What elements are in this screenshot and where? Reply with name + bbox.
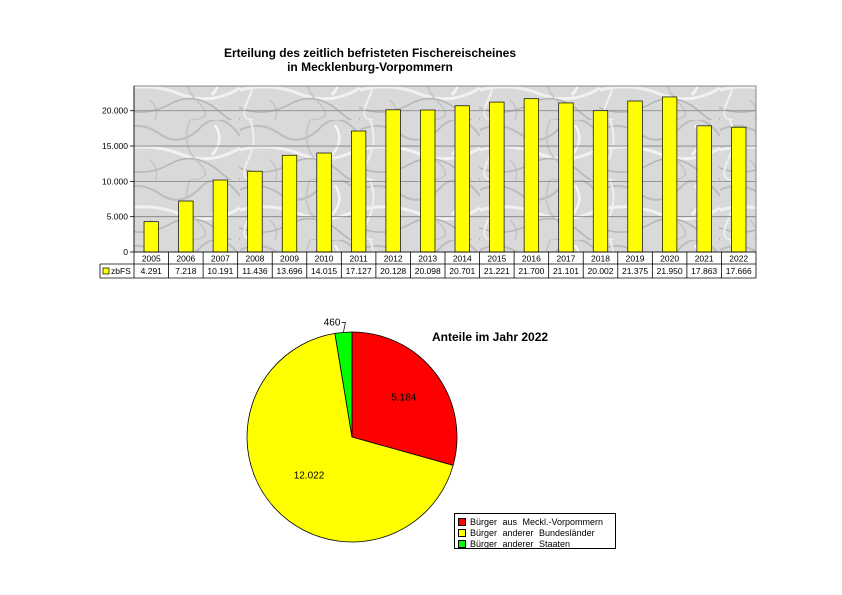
bar bbox=[212, 179, 228, 253]
data-label: 11.436 bbox=[242, 266, 268, 276]
x-tick-label: 2017 bbox=[556, 254, 575, 264]
data-label: 10.191 bbox=[207, 266, 233, 276]
series-name: zbFS bbox=[111, 266, 131, 276]
pie-chart-title: Anteile im Jahr 2022 bbox=[432, 330, 549, 344]
data-label: 21.221 bbox=[484, 266, 510, 276]
bar bbox=[731, 126, 747, 253]
legend-swatch bbox=[458, 517, 466, 526]
legend-label: Bürger anderer Staaten bbox=[470, 538, 571, 549]
data-label: 4.291 bbox=[141, 266, 163, 276]
bar-chart-title-line2: in Mecklenburg-Vorpommern bbox=[287, 60, 453, 74]
data-label: 20.002 bbox=[588, 266, 614, 276]
bar bbox=[247, 170, 263, 253]
y-tick-label: 5.000 bbox=[107, 212, 129, 222]
bar bbox=[281, 154, 298, 253]
data-label: 20.701 bbox=[449, 266, 475, 276]
x-tick-label: 2012 bbox=[384, 254, 403, 264]
data-label: 21.700 bbox=[518, 266, 544, 276]
x-tick-label: 2014 bbox=[453, 254, 472, 264]
data-label: 13.696 bbox=[277, 266, 303, 276]
x-tick-label: 2009 bbox=[280, 254, 299, 264]
x-tick-label: 2016 bbox=[522, 254, 541, 264]
series-legend-key bbox=[102, 267, 110, 275]
pie-value-label: 12.022 bbox=[294, 471, 325, 482]
x-tick-label: 2020 bbox=[660, 254, 679, 264]
data-table: 2005 4.291 2006 7.218 2007 10.191 2008 11.436 20… bbox=[99, 251, 757, 279]
legend-item: Bürger anderer Staaten bbox=[458, 538, 615, 549]
bar bbox=[316, 152, 332, 253]
x-tick-label: 2013 bbox=[418, 254, 437, 264]
bar bbox=[351, 130, 367, 253]
pie-slice bbox=[246, 332, 454, 543]
legend-swatch bbox=[458, 528, 466, 537]
data-label: 20.128 bbox=[380, 266, 406, 276]
bar bbox=[178, 200, 194, 253]
x-tick-label: 2021 bbox=[695, 254, 714, 264]
data-label: 21.950 bbox=[657, 266, 683, 276]
bar bbox=[627, 100, 643, 253]
bar bbox=[385, 109, 401, 253]
pie-value-label: 5.184 bbox=[391, 393, 416, 404]
x-tick-label: 2010 bbox=[315, 254, 334, 264]
pie-slice bbox=[351, 331, 458, 466]
legend-swatch bbox=[458, 539, 466, 548]
data-label: 20.098 bbox=[415, 266, 441, 276]
legend-item: Bürger aus Meckl.-Vorpommern bbox=[458, 516, 615, 527]
legend-item: Bürger anderer Bundesländer bbox=[458, 527, 615, 538]
data-label: 21.375 bbox=[622, 266, 648, 276]
bar-chart: 0 5.000 10.000 15.000 20.000 2005 4.291 2006 7.… bbox=[99, 85, 757, 279]
y-tick-label: 10.000 bbox=[102, 176, 128, 186]
x-tick-label: 2011 bbox=[349, 254, 368, 264]
data-label: 21.101 bbox=[553, 266, 579, 276]
y-tick-label: 15.000 bbox=[102, 141, 128, 151]
bar bbox=[489, 101, 505, 253]
y-tick-label: 0 bbox=[123, 247, 128, 257]
data-label: 14.015 bbox=[311, 266, 337, 276]
legend-label: Bürger aus Meckl.-Vorpommern bbox=[470, 516, 604, 527]
x-tick-label: 2019 bbox=[626, 254, 645, 264]
bar bbox=[558, 102, 574, 253]
data-label: 17.666 bbox=[726, 266, 752, 276]
x-tick-label: 2022 bbox=[729, 254, 748, 264]
bar bbox=[420, 109, 436, 253]
bar bbox=[523, 98, 539, 253]
bar-chart-title-line1: Erteilung des zeitlich befristeten Fisch… bbox=[223, 46, 517, 60]
x-tick-label: 2018 bbox=[591, 254, 610, 264]
data-label: 17.127 bbox=[346, 266, 372, 276]
pie-value-label: 460 bbox=[324, 317, 341, 328]
bar bbox=[592, 110, 609, 253]
y-tick-label: 20.000 bbox=[102, 106, 128, 116]
grid-lines bbox=[134, 110, 756, 218]
y-axis: 0 5.000 10.000 15.000 20.000 bbox=[102, 86, 135, 257]
bar bbox=[696, 125, 712, 253]
x-tick-label: 2008 bbox=[245, 254, 264, 264]
pie-leader-line bbox=[341, 322, 346, 333]
x-tick-label: 2015 bbox=[487, 254, 506, 264]
legend-label: Bürger anderer Bundesländer bbox=[470, 527, 595, 538]
x-tick-label: 2005 bbox=[142, 254, 161, 264]
bar bbox=[454, 105, 470, 253]
bars bbox=[143, 96, 747, 253]
x-tick-label: 2007 bbox=[211, 254, 230, 264]
pie-legend: Bürger aus Meckl.-Vorpommern Bürger ande… bbox=[454, 513, 616, 549]
data-label: 7.218 bbox=[175, 266, 197, 276]
plot-area bbox=[133, 85, 757, 253]
bar-chart-title: Erteilung des zeitlich befristeten Fisch… bbox=[160, 46, 580, 74]
x-tick-label: 2006 bbox=[176, 254, 195, 264]
pie-slice bbox=[334, 331, 353, 438]
pie-value-labels: 5.184 12.022 460 bbox=[294, 317, 417, 481]
bar bbox=[143, 221, 159, 253]
pie-slices bbox=[246, 331, 458, 543]
data-label: 17.863 bbox=[691, 266, 717, 276]
bar bbox=[662, 96, 678, 253]
